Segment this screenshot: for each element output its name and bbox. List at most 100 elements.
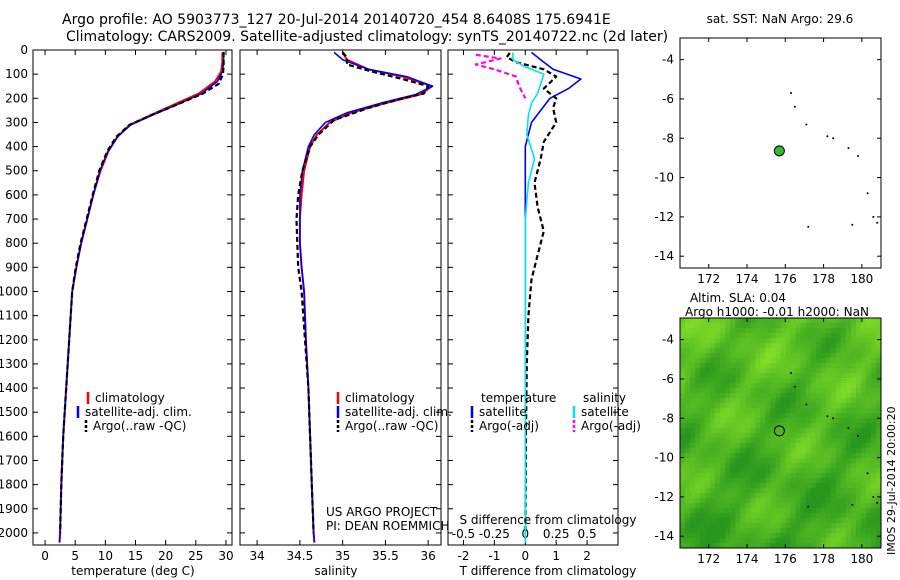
heatmap-cell: [805, 348, 812, 354]
heatmap-cell: [745, 333, 751, 339]
heatmap-cell: [785, 333, 792, 339]
heatmap-cell: [805, 363, 812, 369]
heatmap-cell: [770, 458, 776, 464]
heatmap-cell: [780, 458, 787, 464]
heatmap-cell: [705, 323, 711, 329]
heatmap-cell: [805, 398, 812, 404]
heatmap-cell: [705, 493, 711, 499]
heatmap-cell: [720, 338, 726, 344]
heatmap-cell: [875, 418, 881, 424]
heatmap-cell: [840, 433, 847, 439]
heatmap-cell: [725, 383, 731, 389]
heatmap-cell: [870, 533, 877, 539]
heatmap-cell: [865, 383, 872, 389]
heatmap-cell: [850, 338, 857, 344]
heatmap-cell: [710, 473, 716, 479]
heatmap-cell: [760, 408, 766, 414]
heatmap-cell: [705, 473, 711, 479]
heatmap-cell: [775, 453, 782, 459]
heatmap-cell: [700, 488, 706, 494]
heatmap-cell: [825, 498, 832, 504]
x-tick-label: 15: [128, 549, 143, 563]
heatmap-cell: [815, 543, 822, 548]
heatmap-cell: [860, 433, 867, 439]
heatmap-cell: [820, 488, 827, 494]
island-dot: [807, 225, 810, 228]
heatmap-cell: [735, 543, 741, 548]
heatmap-cell: [690, 423, 696, 429]
heatmap-cell: [860, 328, 867, 334]
heatmap-cell: [830, 453, 837, 459]
heatmap-cell: [805, 338, 812, 344]
heatmap-cell: [735, 393, 741, 399]
heatmap-cell: [745, 538, 751, 544]
heatmap-cell: [825, 423, 832, 429]
heatmap-cell: [745, 378, 751, 384]
heatmap-cell: [775, 483, 782, 489]
heatmap-cell: [840, 398, 847, 404]
heatmap-cell: [740, 488, 746, 494]
heatmap-cell: [705, 383, 711, 389]
heatmap-cell: [850, 463, 857, 469]
heatmap-cell: [775, 348, 782, 354]
heatmap-cell: [810, 383, 817, 389]
heatmap-cell: [875, 503, 881, 509]
heatmap-cell: [775, 323, 782, 329]
heatmap-cell: [830, 393, 837, 399]
heatmap-cell: [865, 448, 872, 454]
heatmap-cell: [775, 518, 782, 524]
heatmap-cell: [820, 398, 827, 404]
heatmap-cell: [720, 373, 726, 379]
heatmap-cell: [840, 403, 847, 409]
heatmap-cell: [815, 413, 822, 419]
heatmap-cell: [730, 358, 736, 364]
heatmap-cell: [760, 343, 766, 349]
heatmap-cell: [680, 418, 686, 424]
heatmap-cell: [875, 443, 881, 449]
heatmap-cell: [855, 388, 862, 394]
heatmap-cell: [770, 333, 776, 339]
heatmap-cell: [745, 458, 751, 464]
heatmap-cell: [700, 493, 706, 499]
heatmap-cell: [865, 503, 872, 509]
heatmap-cell: [865, 388, 872, 394]
heatmap-cell: [730, 488, 736, 494]
heatmap-cell: [830, 448, 837, 454]
heatmap-cell: [680, 438, 686, 444]
heatmap-cell: [810, 323, 817, 329]
heatmap-cell: [835, 368, 842, 374]
heatmap-cell: [870, 393, 877, 399]
heatmap-cell: [845, 318, 852, 324]
heatmap-cell: [690, 478, 696, 484]
heatmap-cell: [700, 338, 706, 344]
heatmap-cell: [790, 358, 797, 364]
heatmap-cell: [770, 418, 776, 424]
heatmap-cell: [835, 533, 842, 539]
heatmap-cell: [780, 393, 787, 399]
heatmap-cell: [785, 393, 792, 399]
heatmap-cell: [810, 333, 817, 339]
heatmap-cell: [840, 413, 847, 419]
heatmap-cell: [770, 403, 776, 409]
heatmap-cell: [760, 513, 766, 519]
x-tick-label: 20: [158, 549, 173, 563]
heatmap-cell: [680, 528, 686, 534]
heatmap-cell: [795, 483, 802, 489]
heatmap-cell: [840, 373, 847, 379]
heatmap-cell: [705, 348, 711, 354]
heatmap-cell: [870, 403, 877, 409]
heatmap-cell: [780, 378, 787, 384]
heatmap-cell: [785, 403, 792, 409]
heatmap-cell: [705, 373, 711, 379]
heatmap-cell: [690, 513, 696, 519]
heatmap-cell: [735, 533, 741, 539]
heatmap-cell: [750, 428, 756, 434]
heatmap-cell: [870, 338, 877, 344]
heatmap-cell: [815, 403, 822, 409]
heatmap-cell: [735, 338, 741, 344]
heatmap-cell: [725, 353, 731, 359]
heatmap-cell: [875, 388, 881, 394]
heatmap-cell: [865, 513, 872, 519]
heatmap-cell: [740, 333, 746, 339]
heatmap-cell: [840, 353, 847, 359]
